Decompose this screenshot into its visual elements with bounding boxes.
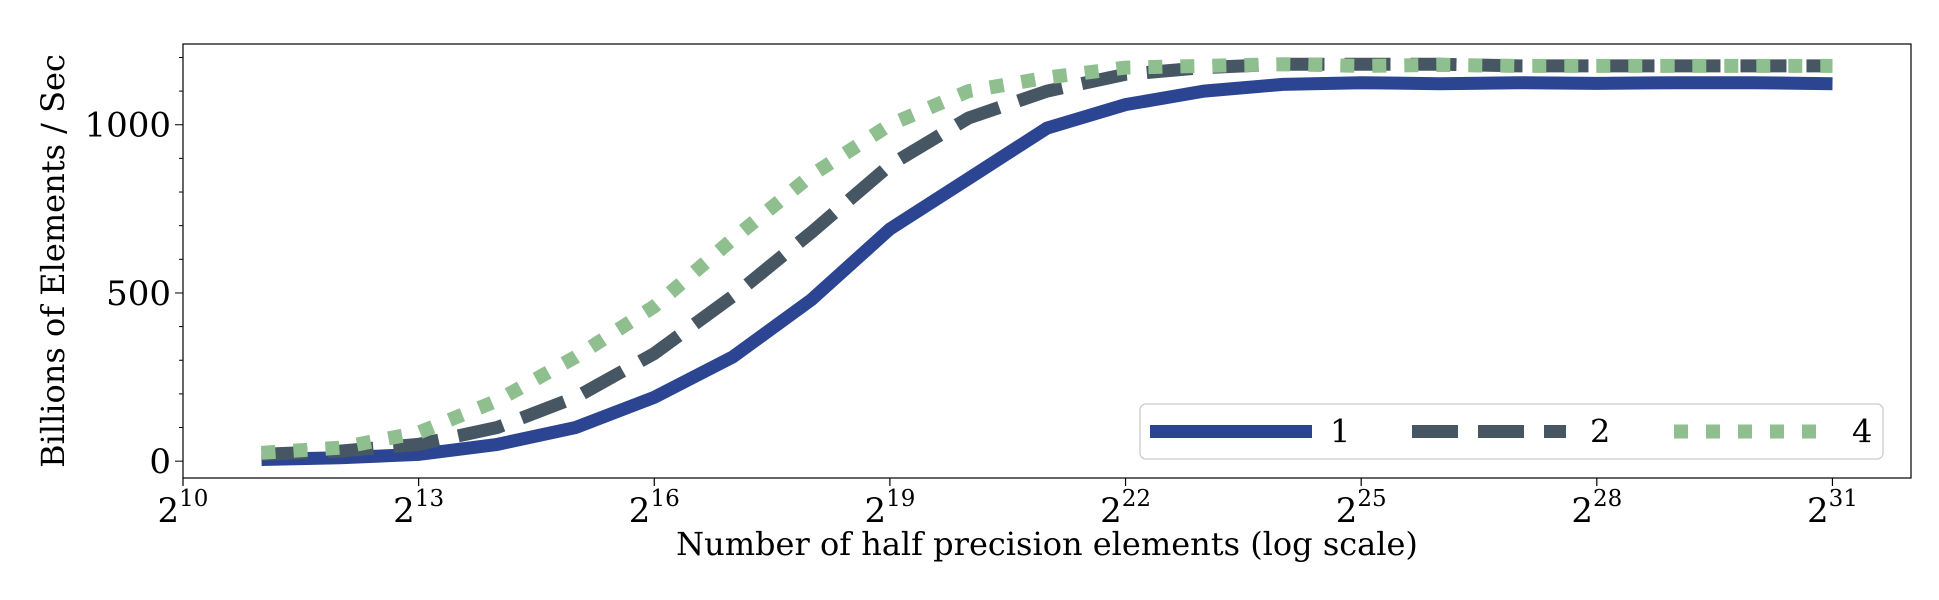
x-tick-label: 225	[1336, 486, 1387, 531]
plot-frame	[182, 43, 1912, 479]
x-tick-label: 228	[1571, 486, 1622, 531]
y-tick-label: 0	[149, 442, 171, 482]
series-line-1	[261, 76, 1833, 466]
legend-label-4: 4	[1852, 413, 1872, 451]
x-tick-label: 222	[1100, 486, 1151, 531]
y-axis-label: Billions of Elements / Sec	[34, 54, 72, 468]
series-line-4	[261, 57, 1833, 460]
y-tick-label: 500	[106, 274, 171, 314]
x-tick-label: 219	[864, 486, 915, 531]
legend: 1 2 4	[1139, 403, 1884, 460]
legend-label-2: 2	[1590, 413, 1610, 451]
series-layer	[261, 57, 1833, 466]
x-tick-label: 231	[1807, 486, 1858, 531]
legend-label-1: 1	[1330, 413, 1350, 451]
x-tick-label: 213	[393, 486, 444, 531]
x-tick-label: 216	[629, 486, 680, 531]
x-axis-label: Number of half precision elements (log s…	[676, 525, 1418, 563]
y-tick-label: 1000	[84, 106, 171, 146]
x-tick-label: 210	[158, 486, 209, 531]
axes-layer: 210 213 216 219 222 225 228 231 0 500 1000	[84, 56, 1858, 531]
